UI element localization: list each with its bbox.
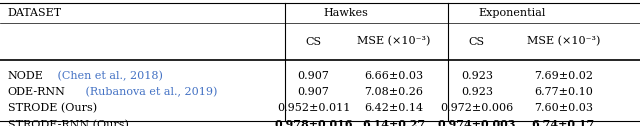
Text: 6.14±0.27: 6.14±0.27 xyxy=(362,119,425,126)
Text: 0.923: 0.923 xyxy=(461,87,493,97)
Text: Hawkes: Hawkes xyxy=(323,8,368,18)
Text: ODE-RNN: ODE-RNN xyxy=(8,87,65,97)
Text: 0.907: 0.907 xyxy=(298,87,330,97)
Text: 6.74±0.17: 6.74±0.17 xyxy=(532,119,595,126)
Text: 0.952±0.011: 0.952±0.011 xyxy=(277,103,350,113)
Text: CS: CS xyxy=(305,37,322,47)
Text: STRODE-RNN (Ours): STRODE-RNN (Ours) xyxy=(8,120,129,126)
Text: (Chen et al., 2018): (Chen et al., 2018) xyxy=(54,70,163,81)
Text: 6.77±0.10: 6.77±0.10 xyxy=(534,87,593,97)
Text: STRODE (Ours): STRODE (Ours) xyxy=(8,103,97,114)
Text: CS: CS xyxy=(468,37,485,47)
Text: 0.923: 0.923 xyxy=(461,71,493,81)
Text: MSE (×10⁻³): MSE (×10⁻³) xyxy=(357,36,430,47)
Text: 0.974±0.003: 0.974±0.003 xyxy=(438,119,516,126)
Text: 6.42±0.14: 6.42±0.14 xyxy=(364,103,423,113)
Text: DATASET: DATASET xyxy=(8,8,62,18)
Text: 7.60±0.03: 7.60±0.03 xyxy=(534,103,593,113)
Text: NODE: NODE xyxy=(8,71,44,81)
Text: 0.978±0.016: 0.978±0.016 xyxy=(275,119,353,126)
Text: 7.69±0.02: 7.69±0.02 xyxy=(534,71,593,81)
Text: MSE (×10⁻³): MSE (×10⁻³) xyxy=(527,36,600,47)
Text: 0.972±0.006: 0.972±0.006 xyxy=(440,103,513,113)
Text: 0.907: 0.907 xyxy=(298,71,330,81)
Text: (Rubanova et al., 2019): (Rubanova et al., 2019) xyxy=(83,87,218,97)
Text: 7.08±0.26: 7.08±0.26 xyxy=(364,87,423,97)
Text: 6.66±0.03: 6.66±0.03 xyxy=(364,71,423,81)
Text: Exponential: Exponential xyxy=(478,8,546,18)
